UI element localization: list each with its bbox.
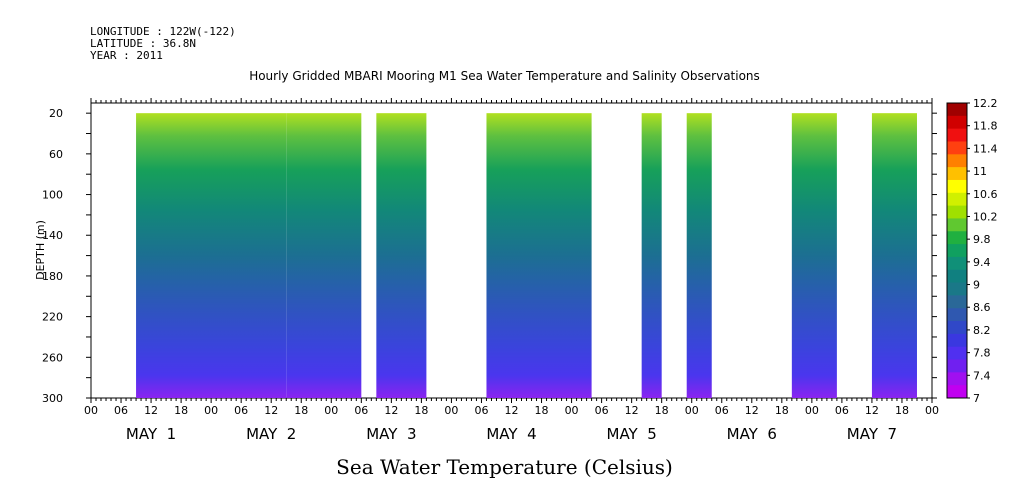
x-tick-label: 18 bbox=[174, 404, 188, 417]
x-day-label: MAY 5 bbox=[607, 425, 657, 443]
data-block-2 bbox=[376, 113, 427, 398]
x-tick-label: 18 bbox=[535, 404, 549, 417]
colorbar-swatch bbox=[947, 231, 967, 245]
x-tick-label: 18 bbox=[895, 404, 909, 417]
x-tick-label: 12 bbox=[505, 404, 519, 417]
chart-title: Hourly Gridded MBARI Mooring M1 Sea Wate… bbox=[249, 69, 760, 83]
colorbar-swatch bbox=[947, 359, 967, 373]
x-tick-label: 06 bbox=[354, 404, 368, 417]
data-block-0 bbox=[136, 113, 287, 398]
colorbar-swatch bbox=[947, 256, 967, 271]
x-tick-label: 18 bbox=[414, 404, 428, 417]
x-tick-label: 00 bbox=[444, 404, 458, 417]
x-tick-label: 00 bbox=[204, 404, 218, 417]
x-tick-label: 00 bbox=[84, 404, 98, 417]
longitude-label: LONGITUDE : 122W(-122) bbox=[90, 25, 236, 38]
colorbar-swatch bbox=[947, 154, 967, 168]
colorbar-swatch bbox=[947, 295, 967, 309]
x-day-label: MAY 1 bbox=[126, 425, 176, 443]
x-day-label: MAY 4 bbox=[486, 425, 536, 443]
data-block-5 bbox=[686, 113, 712, 398]
x-day-label: MAY 3 bbox=[366, 425, 416, 443]
colorbar-label: 11 bbox=[973, 165, 987, 178]
colorbar-label: 10.6 bbox=[973, 188, 998, 201]
x-tick-label: 00 bbox=[565, 404, 579, 417]
x-tick-label: 06 bbox=[474, 404, 488, 417]
colorbar-label: 7.4 bbox=[973, 369, 991, 382]
x-axis-label: Sea Water Temperature (Celsius) bbox=[336, 455, 673, 479]
colorbar-swatch bbox=[947, 218, 967, 232]
colorbar-swatch bbox=[947, 128, 967, 142]
colorbar-label: 11.4 bbox=[973, 142, 998, 155]
x-tick-label: 00 bbox=[805, 404, 819, 417]
data-block-4 bbox=[641, 113, 662, 398]
colorbar-label: 7 bbox=[973, 392, 980, 405]
x-day-label: MAY 7 bbox=[847, 425, 897, 443]
colorbar-label: 9.4 bbox=[973, 256, 991, 269]
colorbar-swatch bbox=[947, 205, 967, 219]
colorbar-swatch bbox=[947, 244, 967, 258]
x-day-label: MAY 6 bbox=[727, 425, 777, 443]
y-tick-label: 20 bbox=[49, 107, 63, 120]
colorbar-swatch bbox=[947, 385, 967, 399]
colorbar-label: 9 bbox=[973, 279, 980, 292]
colorbar-label: 7.8 bbox=[973, 347, 991, 360]
x-tick-label: 12 bbox=[745, 404, 759, 417]
colorbar-swatch bbox=[947, 346, 967, 361]
x-tick-label: 18 bbox=[294, 404, 308, 417]
x-tick-label: 18 bbox=[655, 404, 669, 417]
colorbar-label: 10.2 bbox=[973, 210, 998, 223]
x-tick-label: 12 bbox=[625, 404, 639, 417]
colorbar-swatch bbox=[947, 141, 967, 155]
x-tick-label: 06 bbox=[234, 404, 248, 417]
y-tick-label: 220 bbox=[42, 311, 63, 324]
data-block-7 bbox=[871, 113, 917, 398]
colorbar-label: 12.2 bbox=[973, 97, 998, 110]
colorbar-border bbox=[946, 102, 968, 399]
y-tick-label: 140 bbox=[42, 229, 63, 242]
x-tick-label: 06 bbox=[835, 404, 849, 417]
year-label: YEAR : 2011 bbox=[90, 49, 163, 62]
colorbar-swatch bbox=[947, 167, 967, 181]
colorbar-swatch bbox=[947, 333, 967, 348]
y-tick-label: 60 bbox=[49, 148, 63, 161]
x-tick-label: 12 bbox=[384, 404, 398, 417]
y-tick-label: 300 bbox=[42, 392, 63, 405]
colorbar-swatch bbox=[947, 372, 967, 386]
y-tick-label: 180 bbox=[42, 270, 63, 283]
x-tick-label: 12 bbox=[865, 404, 879, 417]
x-tick-label: 18 bbox=[775, 404, 789, 417]
y-tick-label: 260 bbox=[42, 351, 63, 364]
x-tick-label: 00 bbox=[685, 404, 699, 417]
colorbar-swatch bbox=[947, 269, 967, 284]
x-tick-label: 12 bbox=[144, 404, 158, 417]
x-tick-label: 12 bbox=[264, 404, 278, 417]
latitude-label: LATITUDE : 36.8N bbox=[90, 37, 196, 50]
colorbar-swatch bbox=[947, 192, 967, 207]
data-block-6 bbox=[791, 113, 837, 398]
data-block-3 bbox=[486, 113, 592, 398]
x-day-label: MAY 2 bbox=[246, 425, 296, 443]
x-tick-label: 00 bbox=[324, 404, 338, 417]
colorbar-label: 8.2 bbox=[973, 324, 991, 337]
colorbar-swatch bbox=[947, 308, 967, 322]
colorbar-label: 9.8 bbox=[973, 233, 991, 246]
y-tick-label: 100 bbox=[42, 189, 63, 202]
x-tick-label: 06 bbox=[595, 404, 609, 417]
colorbar-swatch bbox=[947, 282, 967, 296]
colorbar-label: 8.6 bbox=[973, 301, 991, 314]
colorbar-swatch bbox=[947, 179, 967, 194]
x-tick-label: 00 bbox=[925, 404, 939, 417]
colorbar-swatch bbox=[947, 321, 967, 335]
colorbar-label: 11.8 bbox=[973, 120, 998, 133]
colorbar-swatch bbox=[947, 115, 967, 130]
y-axis-label: DEPTH (m) bbox=[34, 220, 47, 280]
x-tick-label: 06 bbox=[114, 404, 128, 417]
x-tick-label: 06 bbox=[715, 404, 729, 417]
colorbar-swatch bbox=[947, 103, 967, 117]
data-block-1 bbox=[286, 113, 362, 398]
